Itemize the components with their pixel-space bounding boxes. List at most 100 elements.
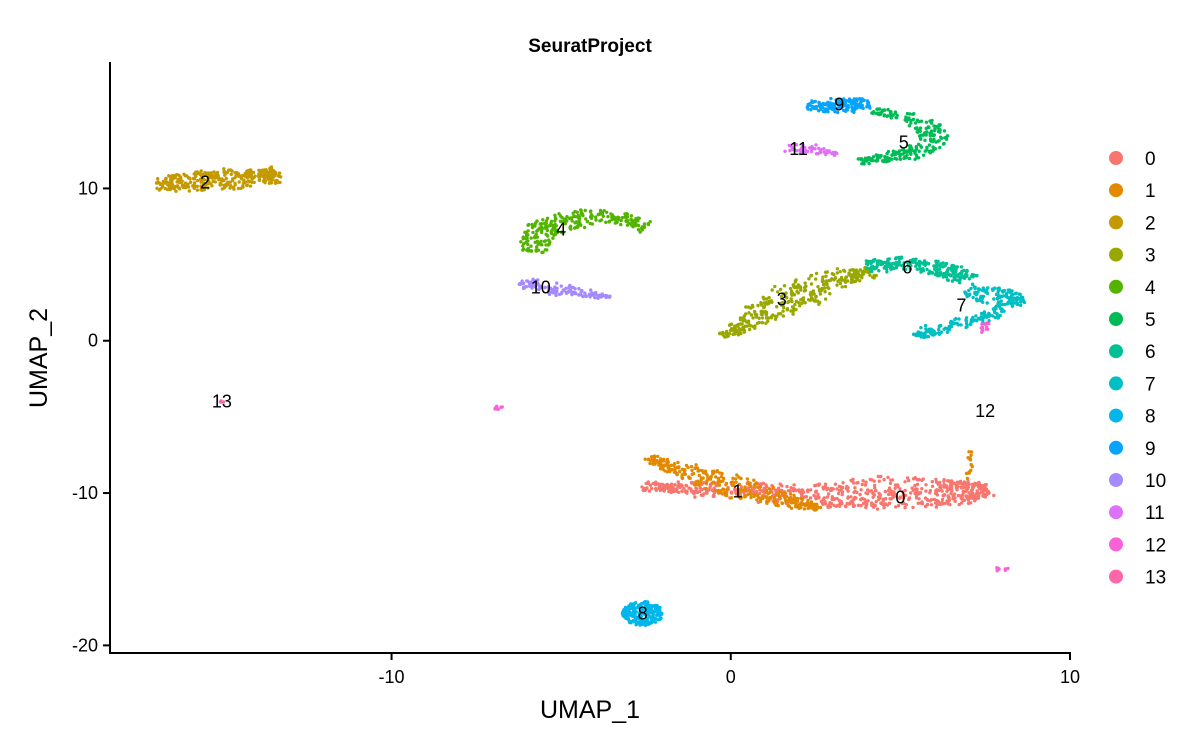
point: [637, 605, 642, 609]
point: [551, 227, 555, 232]
point: [914, 145, 919, 149]
point: [844, 487, 849, 491]
point: [981, 494, 986, 498]
point: [625, 612, 629, 617]
point: [178, 175, 183, 179]
point: [918, 260, 922, 264]
point: [693, 466, 697, 470]
point: [961, 490, 966, 494]
point: [886, 107, 890, 112]
point: [909, 258, 913, 263]
point: [947, 272, 951, 277]
cluster-label-6: 6: [902, 258, 912, 278]
point: [661, 459, 666, 463]
point: [752, 492, 757, 497]
point: [573, 221, 577, 225]
point: [849, 495, 853, 499]
point: [857, 273, 862, 277]
point: [904, 115, 908, 119]
point: [795, 505, 799, 509]
point: [247, 180, 251, 184]
point: [893, 111, 898, 116]
point: [896, 503, 901, 508]
point: [748, 489, 752, 493]
point: [780, 484, 784, 488]
point: [1001, 290, 1005, 294]
point: [678, 485, 682, 490]
point: [1003, 567, 1007, 571]
x-tick-label: -10: [379, 667, 405, 687]
point: [907, 124, 912, 128]
point: [650, 608, 654, 612]
point: [588, 209, 593, 214]
cluster-5-points: [856, 107, 950, 166]
point: [971, 491, 975, 495]
point: [888, 157, 892, 161]
point: [805, 502, 809, 506]
point: [724, 331, 728, 335]
point: [882, 505, 886, 510]
legend-key-1: [1109, 183, 1123, 198]
point: [877, 497, 881, 502]
point: [981, 300, 985, 304]
point: [791, 312, 795, 316]
point: [851, 502, 855, 506]
point: [890, 266, 895, 271]
point: [971, 295, 975, 300]
point: [573, 291, 577, 295]
point: [860, 482, 864, 487]
point: [215, 170, 220, 175]
point: [743, 485, 747, 489]
point: [746, 319, 751, 323]
point: [913, 157, 917, 161]
point: [893, 257, 898, 261]
point: [545, 248, 549, 252]
point: [813, 298, 817, 302]
point: [638, 230, 642, 234]
point: [873, 503, 877, 508]
point: [898, 487, 902, 491]
point: [744, 305, 748, 309]
point: [879, 474, 883, 479]
point: [571, 285, 575, 290]
point: [704, 489, 709, 494]
point: [739, 488, 743, 492]
point: [758, 497, 763, 502]
legend-key-11: [1109, 505, 1123, 520]
point: [967, 288, 971, 293]
point: [881, 159, 885, 163]
point: [764, 495, 769, 500]
point: [915, 130, 919, 134]
point: [923, 263, 927, 267]
point: [689, 464, 694, 469]
point: [905, 111, 910, 116]
legend-label-6: 6: [1145, 342, 1156, 363]
point: [915, 267, 919, 271]
cluster-4-points: [519, 208, 652, 255]
point: [563, 222, 567, 226]
point: [903, 493, 908, 497]
point: [268, 180, 272, 185]
point: [685, 491, 689, 495]
point: [594, 215, 598, 219]
point: [653, 462, 657, 466]
point: [698, 489, 702, 494]
legend-key-3: [1109, 247, 1123, 262]
point: [633, 609, 637, 613]
point: [787, 143, 791, 148]
point: [949, 485, 953, 490]
point: [496, 407, 500, 411]
point: [770, 288, 774, 292]
point: [884, 158, 888, 163]
point: [819, 499, 823, 504]
point: [776, 290, 780, 294]
point: [670, 467, 674, 472]
point: [199, 185, 204, 189]
point: [643, 457, 647, 461]
point: [653, 483, 658, 487]
point: [924, 327, 928, 331]
point: [982, 310, 987, 314]
point: [954, 486, 959, 490]
point: [909, 121, 913, 125]
point: [658, 617, 662, 622]
